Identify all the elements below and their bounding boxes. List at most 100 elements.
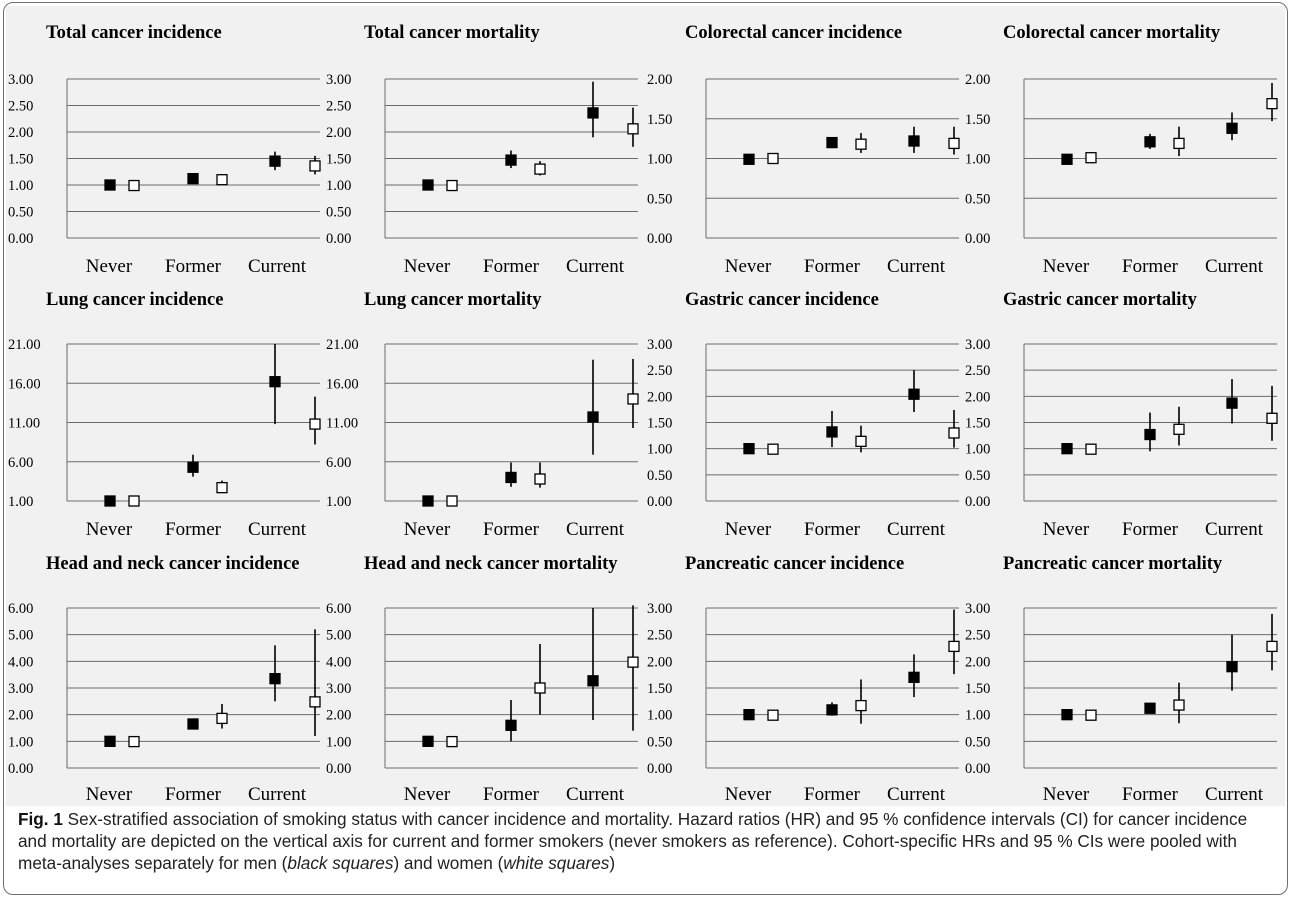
- category-label-never: Never: [1043, 256, 1090, 277]
- y-tick-label-pancreatic-cancer-mortality: 1.00: [965, 708, 990, 724]
- y-tick-label-colorectal-cancer-mortality: 2.00: [965, 72, 990, 88]
- marker-men-current: [908, 135, 920, 147]
- y-tick-label-colorectal-cancer-mortality: 1.00: [965, 152, 990, 168]
- y-tick-label-gastric-cancer-mortality: 1.00: [965, 442, 990, 458]
- marker-men-current: [587, 675, 599, 687]
- marker-women-former: [216, 712, 228, 725]
- marker-women-former: [1173, 137, 1185, 150]
- y-tick-label-total-cancer-mortality: 1.50: [326, 152, 351, 168]
- marker-women-current: [948, 137, 960, 150]
- y-tick-label-lung-cancer-incidence: 11.00: [8, 416, 40, 432]
- marker-men-former: [826, 704, 838, 716]
- marker-men-former: [505, 719, 517, 731]
- category-label-never: Never: [1043, 784, 1090, 805]
- category-label-former: Former: [1122, 256, 1179, 277]
- category-label-current: Current: [1205, 256, 1264, 277]
- category-label-former: Former: [1122, 784, 1179, 805]
- panel-title-pancreatic-cancer-mortality: Pancreatic cancer mortality: [1003, 554, 1223, 574]
- panel-title-pancreatic-cancer-incidence: Pancreatic cancer incidence: [685, 554, 904, 574]
- marker-men-former: [187, 461, 199, 473]
- y-tick-label-total-cancer-mortality: 1.00: [326, 178, 351, 194]
- y-tick-label-pancreatic-cancer-incidence: 3.00: [647, 601, 672, 617]
- marker-women-never: [446, 495, 458, 507]
- category-label-never: Never: [86, 784, 133, 805]
- y-tick-label-total-cancer-mortality: 2.00: [326, 125, 351, 141]
- y-tick-label-pancreatic-cancer-mortality: 2.50: [965, 628, 990, 644]
- marker-women-current: [309, 696, 321, 708]
- y-tick-label-colorectal-cancer-mortality: 0.50: [965, 191, 990, 207]
- panel-title-colorectal-cancer-mortality: Colorectal cancer mortality: [1003, 23, 1221, 43]
- marker-women-former: [855, 435, 867, 447]
- panel-title-head-and-neck-cancer-incidence: Head and neck cancer incidence: [46, 554, 300, 574]
- y-tick-label-gastric-cancer-mortality: 2.50: [965, 363, 990, 379]
- category-label-former: Former: [483, 784, 540, 805]
- marker-women-former: [216, 174, 228, 186]
- y-tick-label-head-and-neck-cancer-incidence: 3.00: [8, 681, 33, 697]
- y-tick-label-head-and-neck-cancer-mortality: 6.00: [326, 601, 351, 617]
- y-tick-label-pancreatic-cancer-incidence: 1.00: [647, 708, 672, 724]
- y-tick-label-lung-cancer-incidence: 1.00: [8, 494, 33, 510]
- y-tick-label-lung-cancer-mortality: 21.00: [326, 337, 359, 353]
- y-tick-label-pancreatic-cancer-incidence: 0.50: [647, 734, 672, 750]
- marker-women-former: [534, 473, 546, 485]
- y-tick-label-gastric-cancer-incidence: 0.50: [647, 468, 672, 484]
- y-tick-label-total-cancer-mortality: 3.00: [326, 72, 351, 88]
- marker-men-current: [269, 376, 281, 388]
- y-tick-label-pancreatic-cancer-mortality: 1.50: [965, 681, 990, 697]
- marker-women-current: [627, 123, 639, 135]
- figure-label: Fig. 1: [18, 809, 63, 829]
- caption-men-label: black squares: [287, 853, 394, 873]
- y-tick-label-gastric-cancer-incidence: 2.00: [647, 389, 672, 405]
- category-label-current: Current: [248, 784, 307, 805]
- y-tick-label-head-and-neck-cancer-mortality: 3.00: [326, 681, 351, 697]
- y-tick-label-lung-cancer-incidence: 21.00: [8, 337, 41, 353]
- category-label-current: Current: [1205, 519, 1264, 540]
- marker-men-current: [1226, 661, 1238, 673]
- marker-men-current: [1226, 122, 1238, 134]
- y-tick-label-total-cancer-incidence: 1.50: [8, 152, 33, 168]
- marker-women-former: [1173, 423, 1185, 435]
- y-tick-label-head-and-neck-cancer-incidence: 4.00: [8, 654, 33, 670]
- marker-men-never: [743, 443, 755, 455]
- y-tick-label-lung-cancer-incidence: 16.00: [8, 376, 41, 392]
- category-label-former: Former: [483, 519, 540, 540]
- marker-women-never: [1085, 152, 1097, 164]
- caption-women-label: white squares: [503, 853, 610, 873]
- marker-women-never: [1085, 709, 1097, 721]
- category-label-never: Never: [1043, 519, 1090, 540]
- marker-women-current: [1266, 640, 1278, 653]
- y-tick-label-colorectal-cancer-incidence: 1.50: [647, 112, 672, 128]
- marker-men-former: [826, 136, 838, 149]
- y-tick-label-total-cancer-mortality: 2.50: [326, 99, 351, 115]
- panel-title-head-and-neck-cancer-mortality: Head and neck cancer mortality: [364, 554, 618, 574]
- y-tick-label-colorectal-cancer-incidence: 0.00: [647, 231, 672, 247]
- y-tick-label-head-and-neck-cancer-mortality: 1.00: [326, 734, 351, 750]
- marker-men-current: [587, 107, 599, 119]
- marker-women-never: [128, 735, 140, 748]
- y-tick-label-pancreatic-cancer-incidence: 2.00: [647, 654, 672, 670]
- category-label-current: Current: [566, 519, 625, 540]
- y-tick-label-total-cancer-mortality: 0.00: [326, 231, 351, 247]
- y-tick-label-total-cancer-incidence: 2.00: [8, 125, 33, 141]
- y-tick-label-lung-cancer-mortality: 6.00: [326, 455, 351, 471]
- figure-caption: Fig. 1 Sex-stratified association of smo…: [18, 808, 1280, 874]
- marker-women-current: [1266, 412, 1278, 424]
- marker-women-never: [128, 179, 140, 192]
- panel-title-total-cancer-incidence: Total cancer incidence: [46, 23, 222, 43]
- marker-men-current: [587, 411, 599, 423]
- marker-women-never: [1085, 443, 1097, 455]
- caption-text: Sex-stratified association of smoking st…: [18, 809, 1248, 873]
- marker-men-former: [187, 172, 199, 185]
- marker-women-former: [855, 699, 867, 712]
- y-tick-label-pancreatic-cancer-incidence: 0.00: [647, 761, 672, 777]
- marker-men-never: [422, 179, 434, 191]
- marker-men-never: [422, 735, 434, 747]
- y-tick-label-colorectal-cancer-mortality: 0.00: [965, 231, 990, 247]
- y-tick-label-head-and-neck-cancer-mortality: 5.00: [326, 628, 351, 644]
- caption-end-text: ): [609, 853, 616, 873]
- y-tick-label-gastric-cancer-incidence: 1.50: [647, 416, 672, 432]
- y-tick-label-total-cancer-incidence: 2.50: [8, 99, 33, 115]
- y-tick-label-pancreatic-cancer-mortality: 3.00: [965, 601, 990, 617]
- panel-title-total-cancer-mortality: Total cancer mortality: [364, 23, 540, 43]
- y-tick-label-gastric-cancer-mortality: 0.50: [965, 468, 990, 484]
